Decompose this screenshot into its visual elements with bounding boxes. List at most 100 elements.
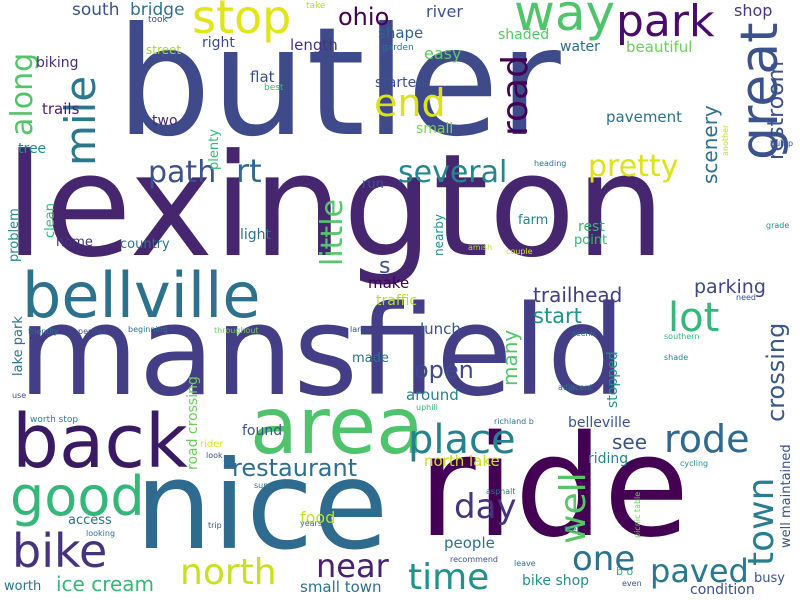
word: throughout xyxy=(214,326,259,335)
word: small town xyxy=(300,578,382,596)
word: bridge xyxy=(130,0,185,20)
word: food xyxy=(300,508,336,527)
word: bike xyxy=(12,524,108,578)
word: start xyxy=(533,304,582,328)
word: made xyxy=(352,351,389,366)
word: trails xyxy=(42,100,80,118)
word: b o xyxy=(616,565,634,578)
word: plenty xyxy=(207,129,222,170)
word: s xyxy=(379,254,391,279)
word: shaded xyxy=(498,27,550,43)
word: scenery xyxy=(698,105,722,184)
word: length xyxy=(290,36,338,54)
word: area xyxy=(250,382,424,472)
word: point xyxy=(574,233,608,248)
word: mansfield xyxy=(18,280,626,424)
word: bump xyxy=(770,139,794,148)
word: run xyxy=(362,177,384,192)
word: perfect xyxy=(78,327,107,336)
word: lot xyxy=(668,295,720,341)
word: back xyxy=(12,399,188,485)
word: trailhead xyxy=(533,283,623,307)
word: belleville xyxy=(568,415,631,431)
word: biking xyxy=(36,55,79,71)
word: access xyxy=(68,513,112,528)
word: large xyxy=(350,325,371,334)
word: found xyxy=(242,423,283,439)
word: day xyxy=(454,487,517,527)
word: crossing xyxy=(762,322,790,422)
word: restaurant xyxy=(232,454,358,482)
word: make xyxy=(368,274,410,292)
word: scenic xyxy=(572,329,598,338)
word: small xyxy=(416,121,454,137)
word: bike shop xyxy=(522,573,590,589)
word: uphill xyxy=(416,403,438,412)
word: right xyxy=(202,35,235,51)
word: look xyxy=(206,451,223,460)
word: around xyxy=(406,386,459,404)
word: worth stop xyxy=(30,415,79,425)
word: years xyxy=(300,519,323,528)
word: problem xyxy=(7,208,22,262)
word: summer xyxy=(254,481,288,490)
word: richland b xyxy=(494,417,534,426)
word: asphalt xyxy=(486,487,516,496)
word: parking xyxy=(694,276,766,298)
word: country xyxy=(120,237,170,252)
word: little xyxy=(315,199,350,266)
word: along xyxy=(5,52,40,136)
word: shade xyxy=(664,353,689,362)
word: busy xyxy=(754,571,785,586)
word: traffic xyxy=(376,293,418,309)
word: rt xyxy=(236,152,262,190)
word: easy xyxy=(424,44,462,63)
word: stopped xyxy=(605,351,621,408)
word: good xyxy=(10,465,145,528)
word: lexington xyxy=(5,124,666,289)
word: couple xyxy=(506,247,533,256)
word: pretty xyxy=(588,149,679,184)
word: looking xyxy=(86,529,116,538)
word: nearby xyxy=(432,214,446,256)
word: southern xyxy=(664,332,700,341)
word: lake park xyxy=(11,316,26,376)
word: near xyxy=(316,547,389,585)
word: see xyxy=(612,430,648,454)
word: pavement xyxy=(606,108,683,126)
word: adjacent xyxy=(558,383,593,392)
word: tree xyxy=(18,141,47,157)
word: park xyxy=(616,0,715,47)
word: heading xyxy=(534,159,567,168)
word: many xyxy=(498,329,522,386)
word: time xyxy=(408,557,490,598)
word: condition xyxy=(690,582,755,598)
word: even xyxy=(622,579,642,588)
word: worth xyxy=(4,579,42,594)
word: best xyxy=(264,83,284,93)
word: amish xyxy=(468,243,493,252)
word: started xyxy=(375,75,426,91)
word: one xyxy=(572,539,636,579)
word: feel xyxy=(564,525,579,534)
word: need xyxy=(736,293,756,302)
word: shape xyxy=(378,24,424,42)
word: clean xyxy=(43,203,58,238)
word: home xyxy=(56,235,93,250)
word: open xyxy=(414,356,474,384)
word: water xyxy=(560,39,600,55)
word: garden xyxy=(382,43,414,53)
word: way xyxy=(514,0,616,42)
word: trip xyxy=(208,521,222,530)
word: leave xyxy=(514,559,536,568)
word: light xyxy=(240,227,272,243)
word: river xyxy=(426,2,463,21)
word: shop xyxy=(734,1,773,20)
word: picnic table xyxy=(633,491,642,538)
word: lunch xyxy=(420,320,461,338)
word: took xyxy=(148,15,168,25)
word: farm xyxy=(518,213,549,228)
word: flat xyxy=(250,68,275,86)
word: beautiful xyxy=(626,38,693,56)
